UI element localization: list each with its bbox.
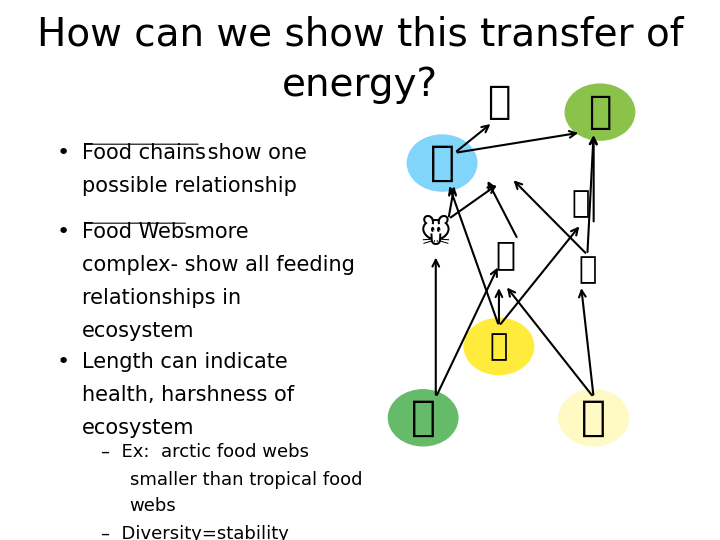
Circle shape bbox=[565, 84, 635, 140]
Text: •: • bbox=[57, 352, 70, 372]
Circle shape bbox=[559, 390, 629, 446]
Text: How can we show this transfer of: How can we show this transfer of bbox=[37, 15, 683, 53]
Text: webs: webs bbox=[130, 497, 176, 515]
Text: possible relationship: possible relationship bbox=[82, 176, 297, 196]
Text: 🐿: 🐿 bbox=[578, 255, 596, 285]
Text: •: • bbox=[57, 221, 70, 241]
Text: 🌿: 🌿 bbox=[410, 397, 436, 439]
Text: Food chains: Food chains bbox=[82, 143, 206, 163]
Text: Length can indicate: Length can indicate bbox=[82, 352, 288, 372]
Text: 🍒: 🍒 bbox=[581, 397, 606, 439]
Text: 🐍: 🐍 bbox=[588, 93, 612, 131]
Circle shape bbox=[464, 319, 534, 375]
Text: ecosystem: ecosystem bbox=[82, 418, 194, 438]
Text: –  Ex:  arctic food webs: – Ex: arctic food webs bbox=[101, 443, 309, 461]
Circle shape bbox=[408, 135, 477, 191]
Text: show one: show one bbox=[201, 143, 307, 163]
Text: 🐇: 🐇 bbox=[572, 190, 590, 218]
Text: energy?: energy? bbox=[282, 66, 438, 104]
Text: 🦊: 🦊 bbox=[430, 142, 454, 184]
Text: Food Webs: Food Webs bbox=[82, 221, 195, 241]
Text: health, harshness of: health, harshness of bbox=[82, 384, 294, 404]
Circle shape bbox=[388, 390, 458, 446]
Text: ecosystem: ecosystem bbox=[82, 321, 194, 341]
Text: 🐸: 🐸 bbox=[495, 238, 516, 271]
Text: –  Diversity=stability: – Diversity=stability bbox=[101, 525, 289, 540]
Text: smaller than tropical food: smaller than tropical food bbox=[130, 471, 362, 489]
Text: relationships in: relationships in bbox=[82, 288, 241, 308]
Text: 🦉: 🦉 bbox=[487, 83, 510, 121]
Text: complex- show all feeding: complex- show all feeding bbox=[82, 255, 355, 275]
Text: 🐛: 🐛 bbox=[490, 332, 508, 361]
Text: more: more bbox=[188, 221, 249, 241]
Text: 🐭: 🐭 bbox=[420, 219, 451, 249]
Text: •: • bbox=[57, 143, 70, 163]
